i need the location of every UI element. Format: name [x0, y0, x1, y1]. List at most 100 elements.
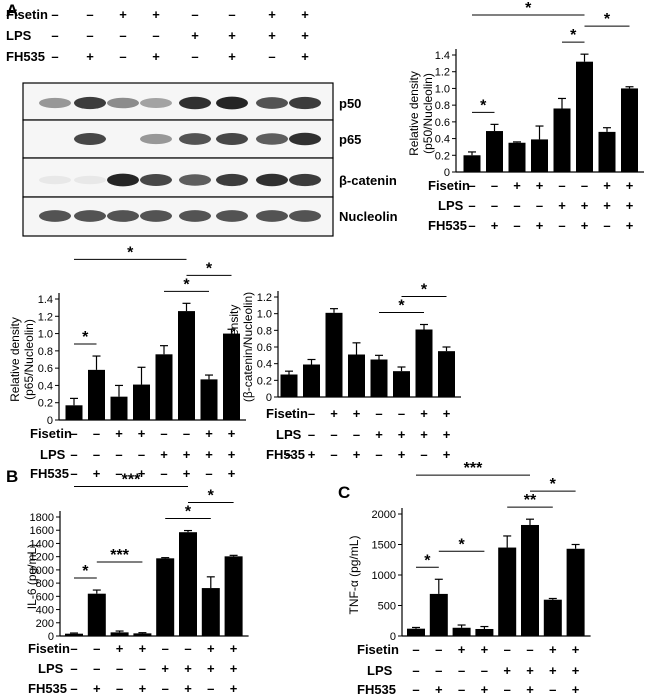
- y-tick-label: 0.6: [257, 342, 272, 354]
- bar: [348, 354, 365, 397]
- y-tick-label: 0: [444, 167, 450, 179]
- condition-symbol: –: [116, 681, 123, 696]
- condition-symbol: –: [162, 641, 169, 656]
- bar: [303, 364, 320, 397]
- condition-symbol: +: [115, 426, 123, 441]
- condition-symbol: +: [183, 447, 191, 462]
- significance-label: *: [206, 260, 213, 277]
- significance-label: **: [524, 492, 537, 509]
- y-axis-label: TNF-α (pg/mL): [347, 536, 361, 615]
- blot-band: [289, 96, 321, 110]
- blot-condition-symbol: +: [301, 7, 309, 22]
- condition-symbol: +: [491, 218, 499, 233]
- y-tick-label: 400: [36, 605, 54, 617]
- blot-band: [179, 96, 211, 110]
- bar: [200, 379, 218, 420]
- y-tick-label: 0.8: [257, 325, 272, 337]
- blot-band: [179, 133, 211, 145]
- condition-symbol: +: [420, 406, 428, 421]
- condition-symbol: –: [558, 178, 565, 193]
- blot-band: [74, 175, 106, 185]
- bar: [407, 628, 425, 636]
- condition-symbol: –: [375, 447, 382, 462]
- blot-band: [216, 133, 248, 145]
- condition-symbol: +: [572, 682, 580, 697]
- y-tick-label: 1.2: [435, 67, 450, 79]
- condition-symbol: –: [491, 178, 498, 193]
- significance-label: *: [550, 476, 557, 493]
- condition-symbol: +: [183, 466, 191, 481]
- condition-symbol: –: [285, 427, 292, 442]
- condition-symbol: +: [581, 198, 589, 213]
- condition-label: LPS: [367, 663, 393, 678]
- blot-condition-symbol: +: [152, 7, 160, 22]
- blot-band: [256, 210, 288, 222]
- bar: [598, 131, 616, 172]
- condition-symbol: +: [603, 178, 611, 193]
- chart-p50: 0 0.2 0.4 0.6 0.8 1.0 1.2 1.4 * * * * Relative densi…: [407, 0, 644, 233]
- blot-condition-label: FH535: [6, 49, 45, 64]
- condition-symbol: +: [526, 663, 534, 678]
- blot-row-label: β-catenin: [339, 173, 397, 188]
- bar: [65, 405, 83, 420]
- blot-band: [256, 97, 288, 109]
- blot-band: [74, 96, 106, 110]
- blot-condition-symbol: –: [86, 7, 93, 22]
- bar: [65, 633, 83, 636]
- y-tick-label: 1600: [30, 525, 54, 537]
- condition-symbol: +: [228, 466, 236, 481]
- condition-symbol: +: [139, 641, 147, 656]
- blot-condition-symbol: –: [191, 7, 198, 22]
- condition-symbol: +: [230, 661, 238, 676]
- condition-symbol: –: [468, 178, 475, 193]
- condition-label: LPS: [40, 447, 66, 462]
- condition-symbol: +: [481, 642, 489, 657]
- bar: [178, 311, 195, 420]
- bar: [155, 354, 173, 420]
- condition-label: FH535: [357, 682, 396, 697]
- condition-symbol: +: [160, 447, 168, 462]
- condition-symbol: –: [412, 642, 419, 657]
- panel-label-b: B: [6, 467, 18, 486]
- y-tick-label: 1.2: [38, 311, 53, 323]
- condition-symbol: +: [207, 641, 215, 656]
- condition-symbol: –: [468, 218, 475, 233]
- blot-condition-label: Fisetin: [6, 7, 48, 22]
- condition-symbol: –: [481, 663, 488, 678]
- y-tick-label: 1000: [372, 570, 396, 582]
- condition-symbol: –: [398, 406, 405, 421]
- condition-symbol: +: [526, 682, 534, 697]
- significance-label: *: [208, 488, 215, 505]
- bar: [508, 142, 526, 172]
- bar: [566, 548, 585, 636]
- condition-symbol: –: [412, 682, 419, 697]
- condition-symbol: +: [536, 178, 544, 193]
- bar: [133, 633, 152, 636]
- condition-symbol: –: [513, 218, 520, 233]
- bar: [429, 593, 448, 636]
- condition-symbol: +: [228, 447, 236, 462]
- significance-label: *: [185, 504, 192, 521]
- condition-symbol: +: [435, 682, 443, 697]
- condition-symbol: +: [443, 427, 451, 442]
- y-tick-label: 0: [266, 392, 272, 404]
- bar: [133, 384, 150, 420]
- y-tick-label: 0.4: [257, 359, 272, 371]
- condition-symbol: –: [70, 661, 77, 676]
- blot-band: [74, 210, 106, 222]
- condition-symbol: +: [116, 641, 124, 656]
- bar: [475, 628, 494, 636]
- bar: [486, 131, 503, 172]
- blot-condition-symbol: +: [152, 49, 160, 64]
- bar: [280, 374, 298, 397]
- condition-symbol: –: [308, 406, 315, 421]
- significance-label: *: [82, 563, 89, 580]
- condition-symbol: –: [70, 681, 77, 696]
- blot-band: [216, 210, 248, 222]
- condition-symbol: –: [93, 447, 100, 462]
- condition-symbol: –: [93, 426, 100, 441]
- condition-symbol: –: [162, 681, 169, 696]
- condition-symbol: –: [504, 682, 511, 697]
- blot-condition-symbol: –: [51, 7, 58, 22]
